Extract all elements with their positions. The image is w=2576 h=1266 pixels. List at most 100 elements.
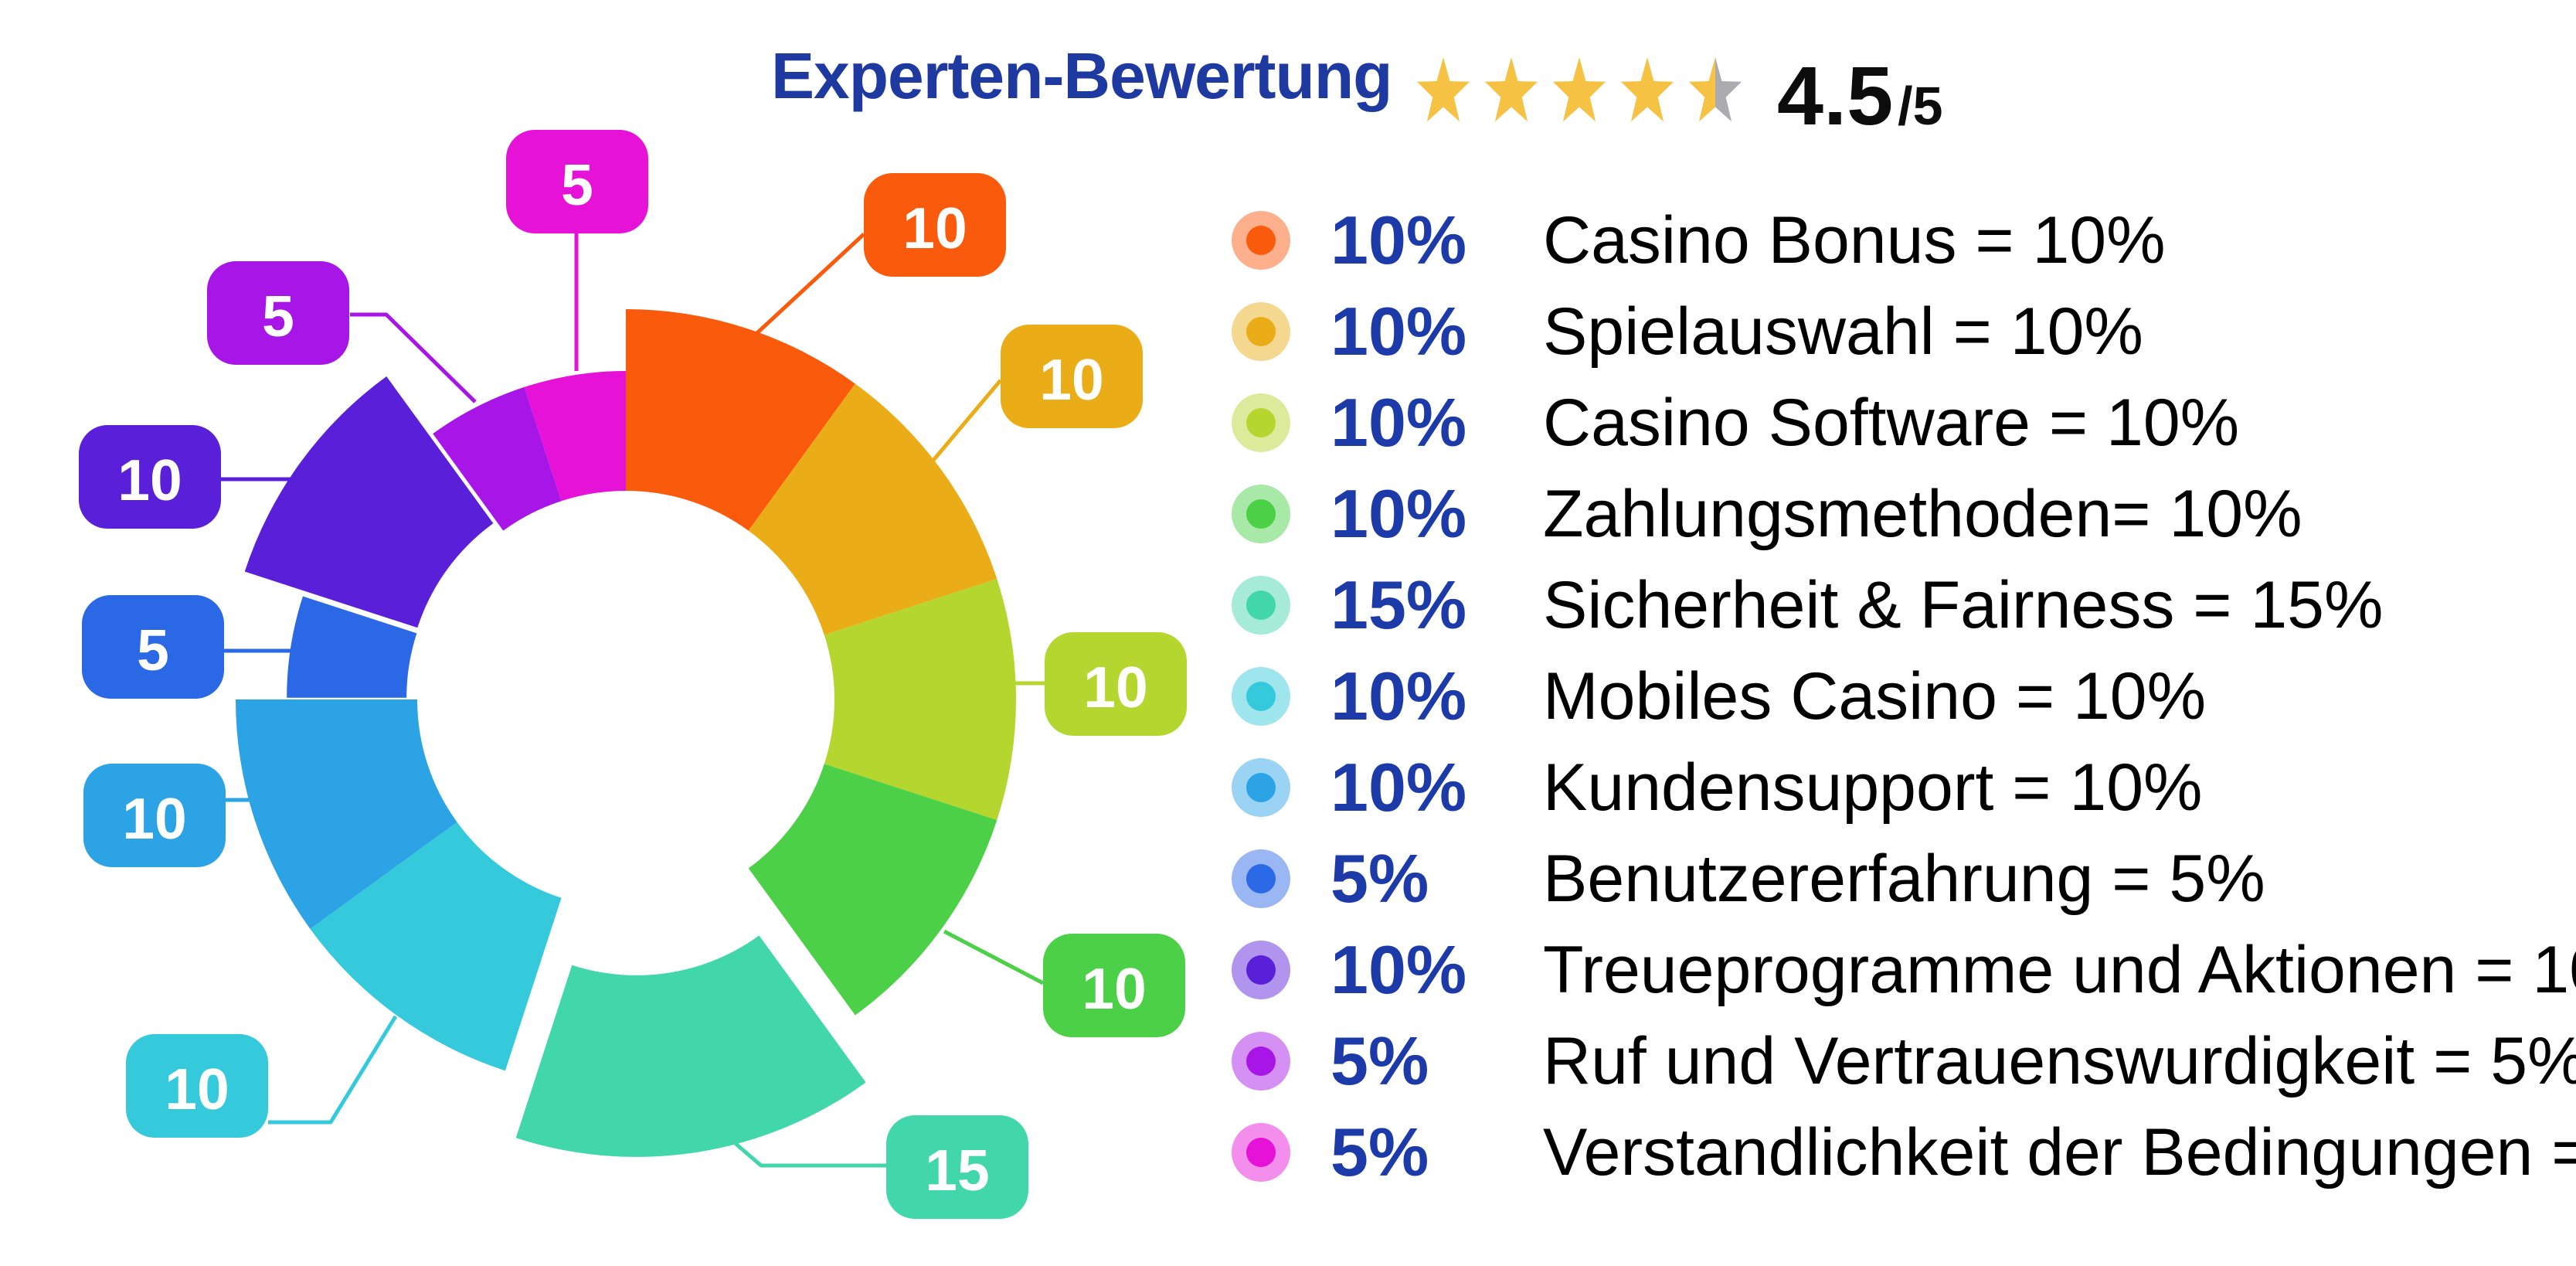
legend-row-Zahlungsmethoden: 10% Zahlungsmethoden= 10% — [1229, 468, 2387, 560]
legend-dot-icon — [1232, 576, 1290, 635]
slice-Verstandlichkeit der Bedingungen — [524, 371, 626, 502]
slice-Ruf und Vertrauenswurdigkeit — [433, 386, 562, 531]
legend-row-Kundensupport: 10% Kundensupport = 10% — [1229, 742, 2387, 833]
leader-line-Zahlungsmethoden — [943, 929, 1045, 985]
legend-dot-core — [1246, 226, 1276, 255]
legend-dot-core — [1246, 317, 1276, 346]
star-full-icon — [1552, 57, 1606, 122]
legend-row-Benutzererfahrung: 5% Benutzererfahrung = 5% — [1229, 833, 2387, 924]
legend-label: Benutzererfahrung = 5% — [1543, 842, 2265, 916]
callout-labels: 10 10 10 10 15 10 10 5 10 5 5 — [79, 130, 1187, 1219]
callout-value-Zahlungsmethoden: 10 — [1082, 956, 1146, 1021]
legend-dot-icon — [1232, 302, 1290, 361]
page-title: Experten-Bewertung — [771, 39, 1392, 112]
callout-box-Treueprogramme und Aktionen — [79, 425, 221, 529]
callout-value-Sicherheit & Fairness: 15 — [925, 1138, 989, 1203]
rating-value: 4.5 — [1777, 49, 1894, 142]
callout-box-Sicherheit & Fairness — [886, 1115, 1028, 1219]
legend-percent: 10% — [1330, 749, 1467, 825]
star-full-icon — [1484, 57, 1538, 122]
legend-label: Ruf und Vertrauenswurdigkeit = 5% — [1543, 1024, 2576, 1098]
callout-box-Verstandlichkeit der Bedingungen — [506, 130, 648, 233]
slice-Sicherheit & Fairness — [515, 935, 866, 1157]
rating-outof: /5 — [1898, 76, 1943, 136]
star-full-icon — [1416, 57, 1470, 122]
legend-percent: 10% — [1330, 202, 1467, 278]
slice-Casino Bonus — [626, 309, 855, 531]
slice-Spielauswahl — [748, 383, 997, 635]
callout-box-Spielauswahl — [1001, 325, 1143, 428]
slice-Zahlungsmethoden — [748, 764, 997, 1016]
leader-line-Mobiles Casino — [268, 1015, 398, 1125]
legend-dot-icon — [1232, 849, 1290, 908]
legend-percent: 5% — [1330, 1023, 1429, 1099]
legend-percent: 10% — [1330, 384, 1467, 461]
legend-label: Kundensupport = 10% — [1543, 750, 2203, 825]
legend-row-Verstandlichkeit der Bedingungen: 5% Verstandlichkeit der Bedingungen = 5% — [1229, 1107, 2576, 1198]
legend-dot-icon — [1232, 758, 1290, 817]
legend-row-Ruf und Vertrauenswurdigkeit: 5% Ruf und Vertrauenswurdigkeit = 5% — [1229, 1016, 2576, 1107]
leader-line-Spielauswahl — [926, 379, 1002, 469]
legend: 10% Casino Bonus = 10% 10% Spielauswahl = 1… — [1229, 195, 2576, 1198]
legend-row-Sicherheit & Fairness: 15% Sicherheit & Fairness = 15% — [1229, 560, 2387, 651]
legend-dot-core — [1246, 590, 1276, 620]
callout-value-Casino Bonus: 10 — [902, 196, 967, 260]
legend-percent: 10% — [1330, 293, 1467, 369]
leader-line-Casino Bonus — [748, 233, 865, 342]
legend-dot-icon — [1232, 485, 1290, 543]
callout-box-Ruf und Vertrauenswurdigkeit — [207, 261, 349, 365]
legend-percent: 5% — [1330, 840, 1429, 917]
legend-label: Mobiles Casino = 10% — [1543, 659, 2207, 733]
legend-row-Spielauswahl: 10% Spielauswahl = 10% — [1229, 286, 2387, 377]
legend-label: Spielauswahl = 10% — [1543, 294, 2143, 369]
star-rating — [1416, 57, 1742, 122]
donut-slices — [236, 309, 1016, 1157]
legend-row-Casino Bonus: 10% Casino Bonus = 10% — [1229, 195, 2387, 286]
legend-percent: 10% — [1330, 475, 1467, 552]
legend-percent: 10% — [1330, 931, 1467, 1008]
legend-dot-core — [1246, 1046, 1276, 1076]
legend-dot-core — [1246, 408, 1276, 437]
callout-value-Casino Software: 10 — [1083, 655, 1147, 720]
callout-value-Spielauswahl: 10 — [1039, 347, 1103, 412]
slice-Benutzererfahrung — [287, 596, 417, 698]
callout-box-Casino Bonus — [864, 173, 1006, 277]
leader-line-Ruf und Vertrauenswurdigkeit — [350, 312, 477, 403]
legend-row-Mobiles Casino: 10% Mobiles Casino = 10% — [1229, 651, 2387, 742]
legend-dot-icon — [1232, 211, 1290, 270]
legend-dot-icon — [1232, 1032, 1290, 1091]
legend-dot-core — [1246, 499, 1276, 529]
legend-dot-icon — [1232, 667, 1290, 726]
legend-label: Verstandlichkeit der Bedingungen = 5% — [1543, 1115, 2576, 1189]
legend-label: Casino Software = 10% — [1543, 386, 2240, 460]
slice-Mobiles Casino — [310, 822, 562, 1071]
legend-dot-core — [1246, 773, 1276, 802]
legend-dot-icon — [1232, 941, 1290, 999]
legend-dot-core — [1246, 682, 1276, 711]
star-half-icon — [1688, 57, 1742, 122]
legend-label: Sicherheit & Fairness = 15% — [1543, 568, 2384, 642]
slice-Casino Software — [824, 578, 1016, 821]
star-full-icon — [1620, 57, 1674, 122]
callout-value-Treueprogramme und Aktionen: 10 — [117, 448, 182, 512]
callout-value-Ruf und Vertrauenswurdigkeit: 5 — [262, 284, 294, 349]
callout-box-Kundensupport — [83, 764, 226, 867]
legend-percent: 15% — [1330, 567, 1467, 643]
callout-box-Benutzererfahrung — [82, 595, 224, 699]
callout-box-Casino Software — [1045, 632, 1187, 736]
legend-percent: 5% — [1330, 1114, 1429, 1190]
legend-dot-core — [1246, 955, 1276, 985]
callout-value-Verstandlichkeit der Bedingungen: 5 — [561, 152, 593, 217]
rating-score: 4.5 /5 — [1777, 54, 1943, 138]
legend-label: Treueprogramme und Aktionen = 10% — [1543, 933, 2576, 1007]
legend-row-Treueprogramme und Aktionen: 10% Treueprogramme und Aktionen = 10% — [1229, 924, 2576, 1016]
legend-dot-core — [1246, 1138, 1276, 1167]
callout-value-Kundensupport: 10 — [122, 786, 186, 851]
legend-label: Casino Bonus = 10% — [1543, 203, 2166, 277]
legend-dot-icon — [1232, 1123, 1290, 1182]
callout-box-Mobiles Casino — [126, 1034, 268, 1138]
legend-percent: 10% — [1330, 658, 1467, 734]
slice-Treueprogramme und Aktionen — [244, 376, 494, 628]
legend-label: Zahlungsmethoden= 10% — [1543, 477, 2302, 551]
